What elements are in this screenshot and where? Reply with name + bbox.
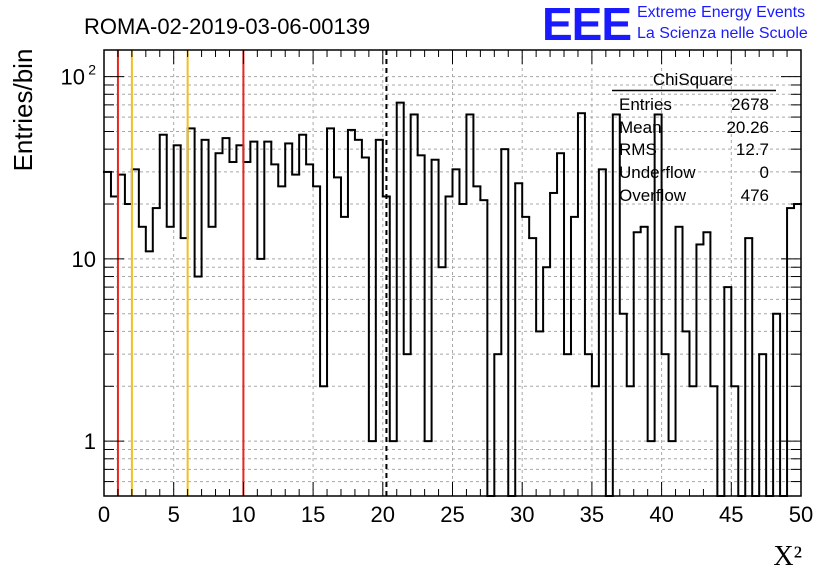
stats-entries-value: 2678 [731,95,769,114]
y-tick-label: 10 [72,247,96,272]
stats-rms-label: RMS [619,140,657,159]
x-tick-label: 5 [168,502,180,527]
x-tick-label: 25 [440,502,464,527]
x-tick-label: 50 [789,502,813,527]
logo-line-2: La Scienza nelle Scuole [637,25,808,42]
x-axis-label: X² [773,541,802,572]
reference-lines [116,50,388,496]
x-tick-label: 40 [649,502,673,527]
y-tick-label-exponent: 2 [88,62,96,78]
stats-rms-value: 12.7 [736,140,769,159]
stats-underflow-value: 0 [760,163,769,182]
eee-logo: EEE [542,0,632,50]
x-tick-label: 20 [371,502,395,527]
stats-mean-value: 20.26 [726,118,769,137]
stats-title: ChiSquare [653,70,733,89]
x-tick-label: 35 [580,502,604,527]
y-tick-label: 1 [84,429,96,454]
statistics-box: ChiSquare Entries 2678 Mean 20.26 RMS 12… [612,70,776,205]
logo-line-1: Extreme Energy Events [637,4,806,21]
x-tick-label: 15 [301,502,325,527]
x-tick-label: 0 [98,502,110,527]
stats-overflow-label: Overflow [619,186,687,205]
x-tick-label: 45 [719,502,743,527]
stats-mean-label: Mean [619,118,662,137]
y-tick-label: 10 [61,65,85,90]
stats-entries-label: Entries [619,95,672,114]
x-tick-label: 10 [231,502,255,527]
y-axis-label: Entries/bin [8,49,38,172]
stats-overflow-value: 476 [741,186,769,205]
run-title: ROMA-02-2019-03-06-00139 [84,14,370,39]
stats-underflow-label: Underflow [619,163,696,182]
x-tick-label: 30 [510,502,534,527]
